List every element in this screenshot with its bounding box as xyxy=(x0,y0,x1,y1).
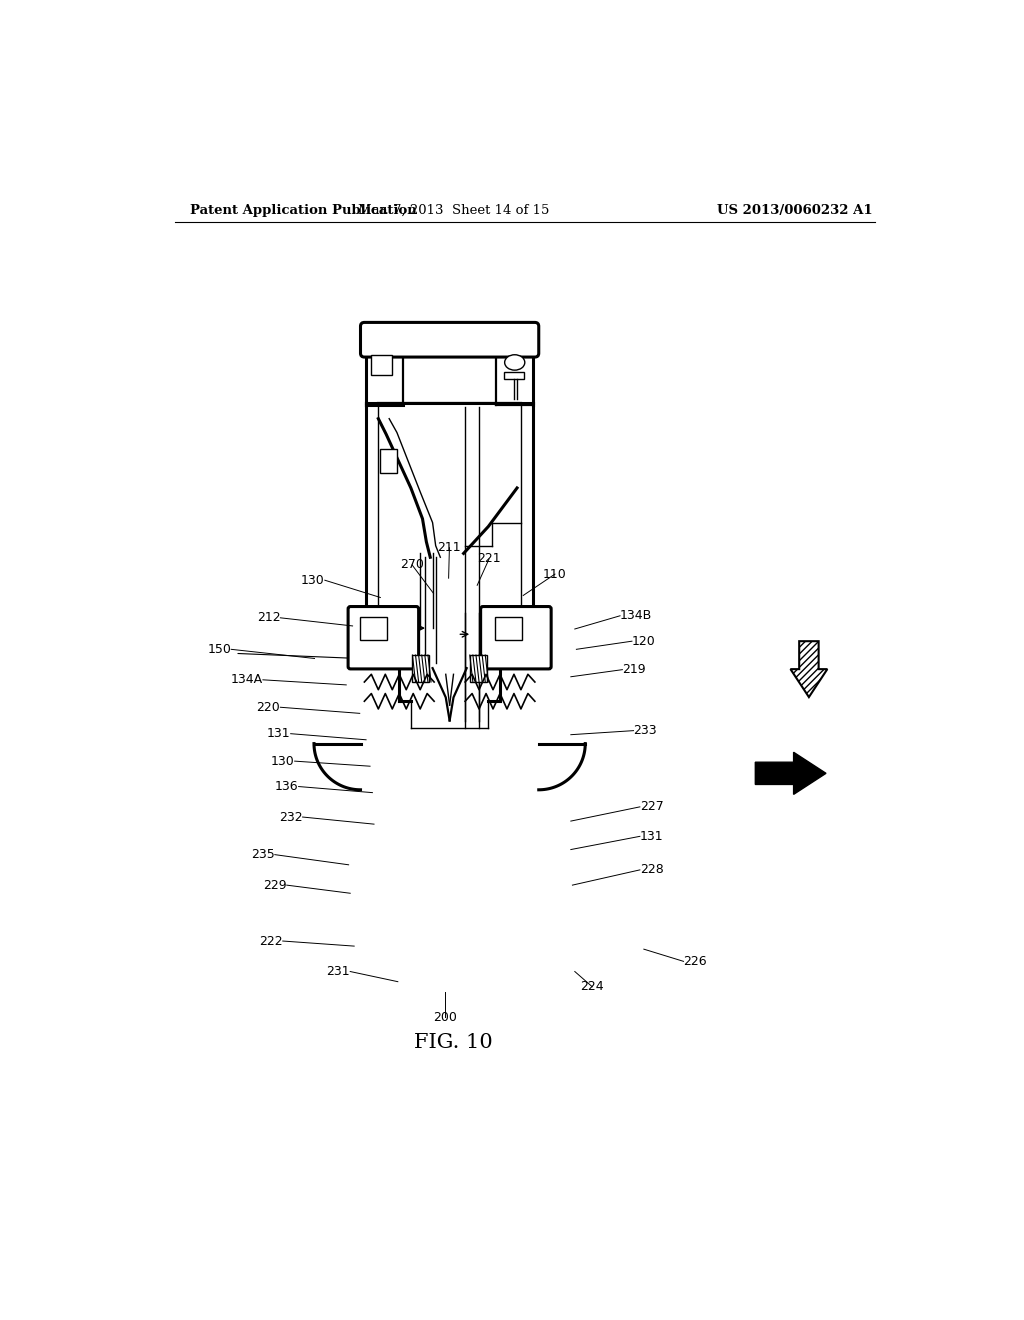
Bar xyxy=(380,449,397,473)
Ellipse shape xyxy=(505,355,525,370)
Text: 224: 224 xyxy=(581,981,604,993)
Text: 130: 130 xyxy=(301,574,325,586)
Text: 131: 131 xyxy=(267,727,291,741)
Text: Mar. 7, 2013  Sheet 14 of 15: Mar. 7, 2013 Sheet 14 of 15 xyxy=(357,205,549,218)
Bar xyxy=(378,404,521,612)
Text: 134B: 134B xyxy=(620,610,652,622)
Text: 200: 200 xyxy=(433,1011,458,1024)
Bar xyxy=(359,616,387,640)
Text: 220: 220 xyxy=(257,701,281,714)
Text: 212: 212 xyxy=(257,611,281,624)
Text: 270: 270 xyxy=(400,558,424,572)
Bar xyxy=(413,655,429,682)
Bar xyxy=(495,616,521,640)
Text: 110: 110 xyxy=(543,568,567,581)
Text: 120: 120 xyxy=(632,635,655,648)
Text: 228: 228 xyxy=(640,863,664,876)
FancyBboxPatch shape xyxy=(348,607,419,669)
Text: US 2013/0060232 A1: US 2013/0060232 A1 xyxy=(717,205,872,218)
Text: 227: 227 xyxy=(640,800,664,813)
Text: 221: 221 xyxy=(477,552,501,565)
Text: 131: 131 xyxy=(640,830,664,843)
Text: Patent Application Publication: Patent Application Publication xyxy=(190,205,417,218)
Text: 226: 226 xyxy=(684,954,708,968)
Text: 231: 231 xyxy=(327,965,350,978)
Polygon shape xyxy=(756,752,826,795)
Text: 211: 211 xyxy=(437,541,461,554)
Text: 150: 150 xyxy=(207,643,231,656)
FancyBboxPatch shape xyxy=(360,322,539,358)
Text: FIG. 10: FIG. 10 xyxy=(414,1034,493,1052)
Text: 222: 222 xyxy=(259,935,283,948)
Text: 219: 219 xyxy=(623,663,646,676)
Bar xyxy=(470,655,486,682)
FancyBboxPatch shape xyxy=(480,607,551,669)
Text: 232: 232 xyxy=(279,810,303,824)
Text: 233: 233 xyxy=(634,725,657,737)
Bar xyxy=(504,372,524,379)
Text: 229: 229 xyxy=(263,879,287,891)
Text: 136: 136 xyxy=(275,780,299,793)
Bar xyxy=(371,355,392,375)
Text: 134A: 134A xyxy=(230,673,263,686)
Text: 130: 130 xyxy=(271,755,295,768)
Text: 235: 235 xyxy=(251,849,274,861)
